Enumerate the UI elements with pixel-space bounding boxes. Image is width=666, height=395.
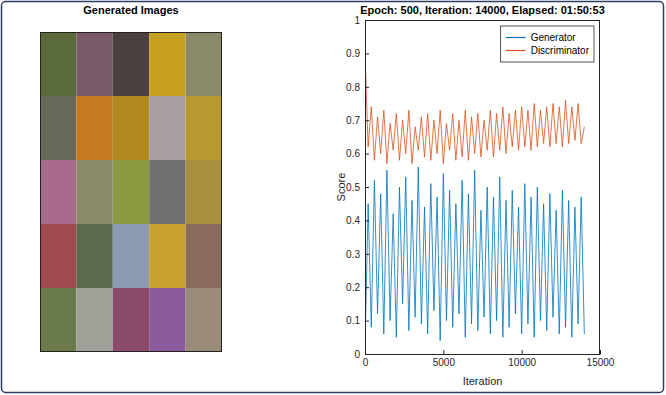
x-tick-mark <box>443 350 444 354</box>
image-tile <box>113 160 149 224</box>
y-tick: 0.9 <box>346 48 369 59</box>
y-tick: 0.6 <box>346 148 369 159</box>
image-tile <box>186 160 222 224</box>
image-tile <box>113 224 149 288</box>
y-tick-mark <box>365 220 369 221</box>
x-axis: 0 5000 10000 15000 <box>363 350 615 368</box>
panel-title: Generated Images <box>83 4 178 16</box>
y-tick: 0.7 <box>346 115 369 126</box>
y-axis-title: Score <box>335 173 347 202</box>
x-tick-label: 0 <box>363 357 369 368</box>
y-tick-label: 0.7 <box>346 115 360 126</box>
image-tile <box>40 96 76 160</box>
image-tile <box>186 96 222 160</box>
y-tick-mark <box>365 187 369 188</box>
y-tick-label: 0.2 <box>346 282 360 293</box>
x-tick-label: 15000 <box>587 357 615 368</box>
legend-box <box>501 26 594 62</box>
figure-border <box>2 2 664 393</box>
y-tick: 0.5 <box>346 182 369 193</box>
image-tile <box>149 288 185 352</box>
image-tile <box>76 96 112 160</box>
plot-marks <box>365 53 584 347</box>
y-tick: 0.8 <box>346 82 369 93</box>
plot-background <box>365 20 600 354</box>
legend-label: Generator <box>531 32 577 43</box>
y-tick-label: 0.6 <box>346 148 360 159</box>
y-tick-label: 0.3 <box>346 249 360 260</box>
x-axis-line <box>366 354 601 355</box>
y-tick: 0.1 <box>346 315 369 326</box>
series-line <box>365 167 584 347</box>
image-grid-panel: Generated Images <box>40 4 222 352</box>
line-chart-panel: 0 5000 10000 15000 0 0.1 0.2 0.3 0.4 0.5 0.6 0.7 0.8… <box>335 4 615 387</box>
image-tile <box>149 32 185 96</box>
y-tick-mark <box>365 120 369 121</box>
image-tile <box>149 96 185 160</box>
y-tick-mark <box>365 354 369 355</box>
frame-right <box>599 20 600 354</box>
image-tile <box>40 160 76 224</box>
y-tick-label: 0.1 <box>346 315 360 326</box>
y-tick-mark <box>365 53 369 54</box>
x-tick: 10000 <box>508 350 536 368</box>
series-line <box>365 53 584 163</box>
y-tick-label: 0 <box>354 349 360 360</box>
y-tick: 0.2 <box>346 282 369 293</box>
legend-item: Discriminator <box>506 45 590 56</box>
y-tick-label: 0.9 <box>346 48 360 59</box>
y-tick: 0.4 <box>346 215 369 226</box>
image-tile <box>149 224 185 288</box>
x-tick: 5000 <box>433 350 456 368</box>
legend: Generator Discriminator <box>501 26 594 62</box>
image-tile <box>40 32 76 96</box>
y-tick-mark <box>365 321 369 322</box>
y-tick: 0 <box>354 349 369 360</box>
y-tick-label: 1 <box>354 15 360 26</box>
y-axis: 0 0.1 0.2 0.3 0.4 0.5 0.6 0.7 0.8 0.9 1 <box>346 15 369 360</box>
legend-swatch <box>506 37 526 38</box>
figure: Generated Images 0 5000 10000 15000 0 0.1 0.2 0.… <box>0 0 666 395</box>
x-axis-title: Iteration <box>463 375 503 387</box>
y-tick-mark <box>365 87 369 88</box>
legend-swatch <box>506 50 526 51</box>
x-tick-label: 5000 <box>433 357 456 368</box>
image-tile <box>76 160 112 224</box>
legend-label: Discriminator <box>531 45 590 56</box>
image-tile <box>149 160 185 224</box>
image-tile <box>113 288 149 352</box>
legend-item: Generator <box>506 32 577 43</box>
chart-title: Epoch: 500, Iteration: 14000, Elapsed: 0… <box>360 4 605 16</box>
image-tile <box>76 224 112 288</box>
y-tick-label: 0.4 <box>346 215 360 226</box>
image-tile <box>40 288 76 352</box>
image-tile <box>40 224 76 288</box>
image-tile <box>186 32 222 96</box>
x-tick: 15000 <box>587 350 615 368</box>
image-tile <box>76 288 112 352</box>
image-tile <box>113 96 149 160</box>
y-tick-mark <box>365 287 369 288</box>
y-tick-label: 0.5 <box>346 182 360 193</box>
x-tick-label: 10000 <box>508 357 536 368</box>
y-tick: 0.3 <box>346 249 369 260</box>
image-grid-frame <box>41 33 222 352</box>
image-tile <box>186 224 222 288</box>
y-tick-mark <box>365 154 369 155</box>
y-tick-label: 0.8 <box>346 82 360 93</box>
image-tile <box>113 32 149 96</box>
y-tick-mark <box>365 254 369 255</box>
image-tile <box>186 288 222 352</box>
image-tile <box>76 32 112 96</box>
frame-top <box>365 20 600 21</box>
x-tick-mark <box>600 350 601 354</box>
x-tick-mark <box>522 350 523 354</box>
